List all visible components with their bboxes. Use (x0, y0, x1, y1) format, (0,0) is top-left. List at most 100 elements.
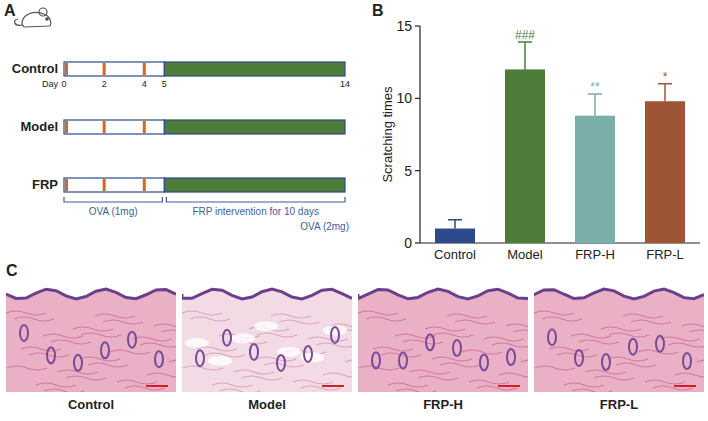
fibre (88, 363, 128, 367)
fibre (455, 320, 495, 324)
scale-bar (146, 385, 168, 387)
fibre (29, 353, 69, 357)
histology-panel: ControlModelFRP-HFRP-L (6, 283, 708, 412)
fibre (535, 366, 575, 370)
epidermis (182, 289, 352, 299)
ova-injection (143, 179, 146, 191)
follicle (575, 350, 583, 366)
y-tick-label: 0 (404, 235, 412, 251)
fibre (572, 389, 612, 392)
y-tick-label: 15 (396, 18, 412, 34)
frp-phase-bar (164, 120, 345, 134)
fibre (271, 314, 311, 318)
fibre (623, 314, 663, 318)
significance-label: ### (515, 28, 535, 42)
fibre (308, 337, 348, 341)
follicle (331, 327, 339, 343)
y-tick-label: 5 (404, 163, 412, 179)
significance-label: ** (590, 80, 600, 94)
phase-label: FRP intervention for 10 days (192, 206, 319, 217)
fibre (154, 324, 176, 328)
fibre (358, 311, 398, 315)
fibre (242, 376, 282, 380)
fibre (542, 317, 582, 321)
bars (435, 42, 685, 243)
day-tick-label: 0 (61, 79, 66, 89)
x-tick-label: Control (434, 247, 476, 262)
day-tick-label: 2 (102, 79, 107, 89)
day-tick-label: 5 (162, 79, 167, 89)
bar (435, 229, 475, 243)
fibre (182, 311, 222, 315)
follicle (426, 334, 434, 350)
y-tick (415, 242, 420, 243)
ova-injection (65, 179, 68, 191)
fibre (594, 376, 634, 380)
x-tick-label: FRP-H (575, 247, 615, 262)
error-bar (658, 84, 672, 101)
fibre (631, 320, 671, 324)
group-label: FRP (32, 177, 58, 192)
day-tick-label: 4 (142, 79, 147, 89)
fibre (345, 360, 352, 364)
ova-injection (143, 63, 146, 75)
fibre (616, 363, 656, 367)
fibre (147, 373, 176, 377)
follicle (223, 330, 231, 346)
panel-letter: A (4, 2, 16, 19)
image-label: Model (248, 397, 286, 412)
y-tick (415, 98, 420, 99)
group-label: Model (20, 119, 58, 134)
gap (231, 333, 255, 343)
follicle (128, 332, 136, 348)
fibre (7, 366, 47, 370)
tissue (182, 283, 352, 392)
fibre (110, 350, 150, 354)
fibre (534, 311, 574, 315)
fibre (660, 337, 700, 341)
fibre (117, 380, 157, 384)
follicle (155, 351, 163, 367)
ova-injection (143, 121, 146, 133)
fibre (440, 363, 480, 367)
follicle (74, 355, 82, 371)
follicle (656, 336, 664, 352)
error-bar (448, 220, 462, 229)
fibre (469, 380, 509, 384)
histology-image (182, 283, 352, 392)
fibre (425, 327, 465, 331)
bar (645, 101, 685, 243)
tissue (6, 283, 176, 392)
mouse-ear (39, 8, 47, 16)
fibre (645, 380, 685, 384)
background (6, 283, 176, 298)
fibre (190, 317, 230, 321)
fibre (293, 380, 333, 384)
histology-image (6, 283, 176, 392)
mouse-icon (15, 8, 51, 27)
fibre (601, 327, 641, 331)
scale-bar (674, 385, 696, 387)
fibre (183, 366, 223, 370)
fibre (220, 389, 260, 392)
mouse-tail (15, 19, 23, 25)
follicle (20, 325, 28, 341)
fibre (682, 324, 704, 328)
background (182, 283, 352, 298)
image-label: Control (68, 397, 114, 412)
frp-phase-bar (164, 178, 345, 192)
fibre (571, 334, 611, 338)
ova-injection (103, 179, 106, 191)
x-tick-label: FRP-L (646, 247, 684, 262)
fibre (418, 376, 458, 380)
gap (208, 356, 232, 366)
ova-phase-bar (64, 62, 164, 76)
group-label: Control (12, 61, 58, 76)
ova-injection (103, 63, 106, 75)
fibre (80, 357, 120, 361)
follicle (304, 346, 312, 362)
panel-letter: B (372, 2, 384, 19)
fibre (668, 343, 704, 347)
fibre (396, 389, 436, 392)
fibre (323, 373, 352, 377)
